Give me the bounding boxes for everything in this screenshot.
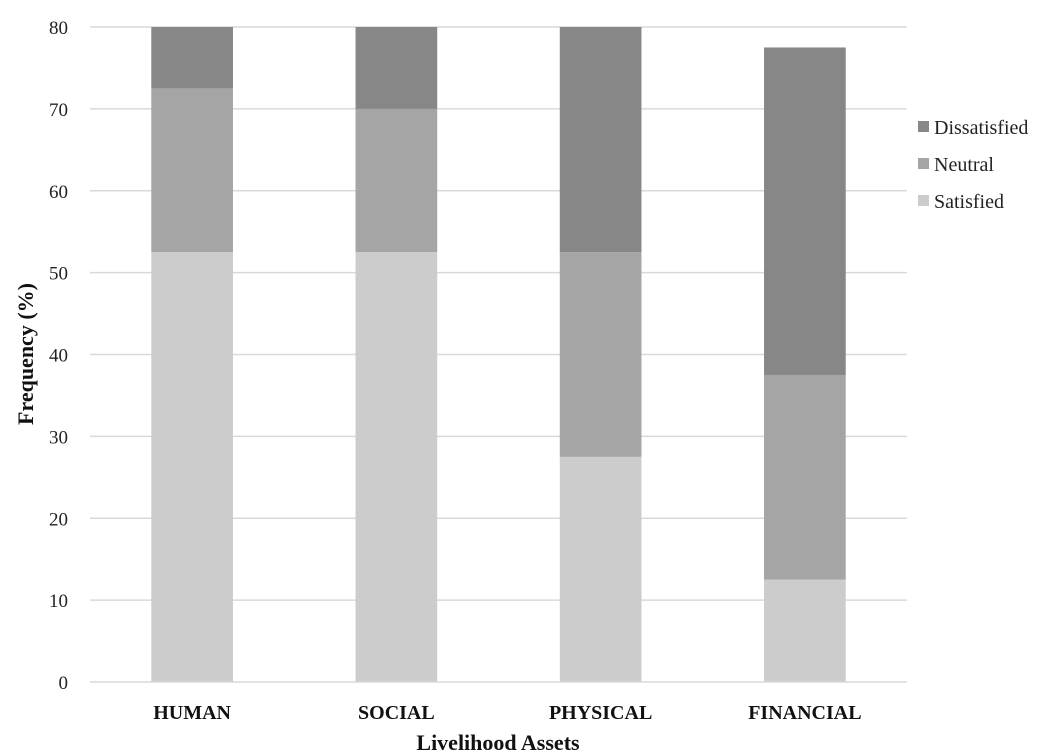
bar-satisfied-human — [151, 252, 233, 682]
y-tick-label: 20 — [49, 509, 68, 530]
bar-neutral-physical — [559, 252, 642, 457]
bar-dissatisfied-human — [151, 27, 233, 89]
legend: Dissatisfied Neutral Satisfied — [918, 117, 1028, 213]
y-axis-ticks: 0 10 20 30 40 50 60 70 80 — [49, 18, 68, 694]
x-axis-ticks: HUMAN SOCIAL PHYSICAL FINANCIAL — [153, 702, 861, 724]
y-tick-label: 50 — [49, 264, 68, 285]
legend-label-satisfied: Satisfied — [934, 191, 1004, 213]
bar-dissatisfied-financial — [764, 47, 846, 375]
x-tick-label: HUMAN — [153, 702, 231, 724]
y-tick-label: 0 — [59, 673, 69, 694]
legend-swatch-dissatisfied — [918, 121, 929, 132]
bar-satisfied-financial — [764, 579, 846, 682]
y-tick-label: 10 — [49, 591, 68, 612]
legend-label-dissatisfied: Dissatisfied — [934, 117, 1028, 139]
bar-neutral-financial — [764, 374, 846, 580]
bar-neutral-social — [355, 108, 438, 253]
legend-label-neutral: Neutral — [934, 154, 994, 176]
y-axis-title: Frequency (%) — [13, 283, 38, 425]
y-tick-label: 70 — [49, 100, 68, 121]
y-tick-label: 60 — [49, 182, 68, 203]
legend-swatch-neutral — [918, 158, 929, 169]
bars — [151, 27, 846, 682]
legend-swatch-satisfied — [918, 195, 929, 206]
x-tick-label: SOCIAL — [358, 702, 435, 724]
bar-dissatisfied-physical — [559, 27, 642, 253]
bar-satisfied-physical — [559, 456, 642, 682]
bar-neutral-human — [151, 88, 233, 253]
x-axis-title: Livelihood Assets — [416, 730, 580, 755]
x-tick-label: FINANCIAL — [748, 702, 861, 724]
bar-dissatisfied-social — [355, 27, 438, 109]
bar-satisfied-social — [355, 252, 438, 682]
y-tick-label: 80 — [49, 18, 68, 39]
y-tick-label: 30 — [49, 427, 68, 448]
y-tick-label: 40 — [49, 346, 68, 367]
x-tick-label: PHYSICAL — [549, 702, 652, 724]
